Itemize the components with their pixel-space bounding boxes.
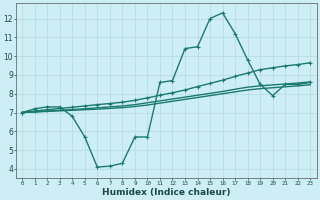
X-axis label: Humidex (Indice chaleur): Humidex (Indice chaleur) [102, 188, 230, 197]
